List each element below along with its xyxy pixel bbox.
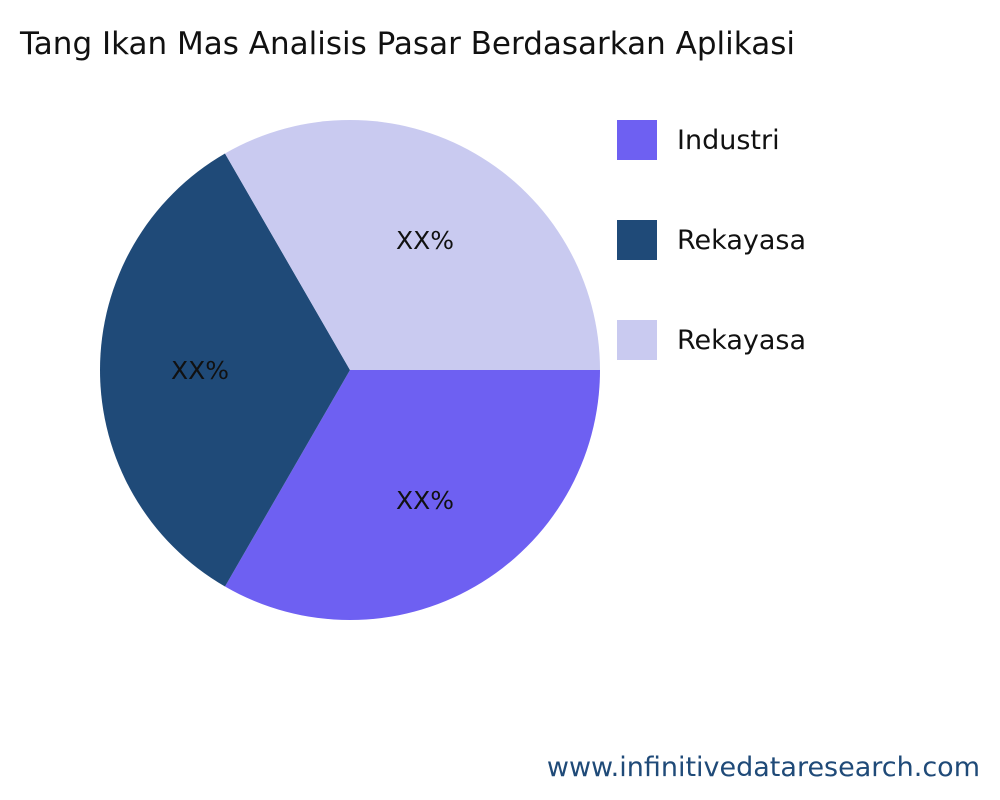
legend-item-industri: Industri: [617, 120, 780, 160]
legend-swatch: [617, 220, 657, 260]
legend-item-rekayasa: Rekayasa: [617, 220, 806, 260]
watermark: www.infinitivedataresearch.com: [546, 752, 980, 783]
pie-slice-0: [225, 370, 600, 620]
legend-item-rekayasa-2: Rekayasa: [617, 320, 806, 360]
legend-label: Industri: [677, 124, 780, 156]
legend-swatch: [617, 320, 657, 360]
data-label-1: XX%: [171, 356, 229, 385]
data-label-0: XX%: [396, 486, 454, 515]
legend-label: Rekayasa: [677, 224, 807, 256]
legend-swatch: [617, 120, 657, 160]
pie-slice-2: [225, 119, 600, 370]
data-label-2: XX%: [396, 226, 454, 255]
legend-label: Rekayasa: [677, 324, 807, 356]
chart-title: Tang Ikan Mas Analisis Pasar Berdasarkan…: [20, 26, 795, 62]
